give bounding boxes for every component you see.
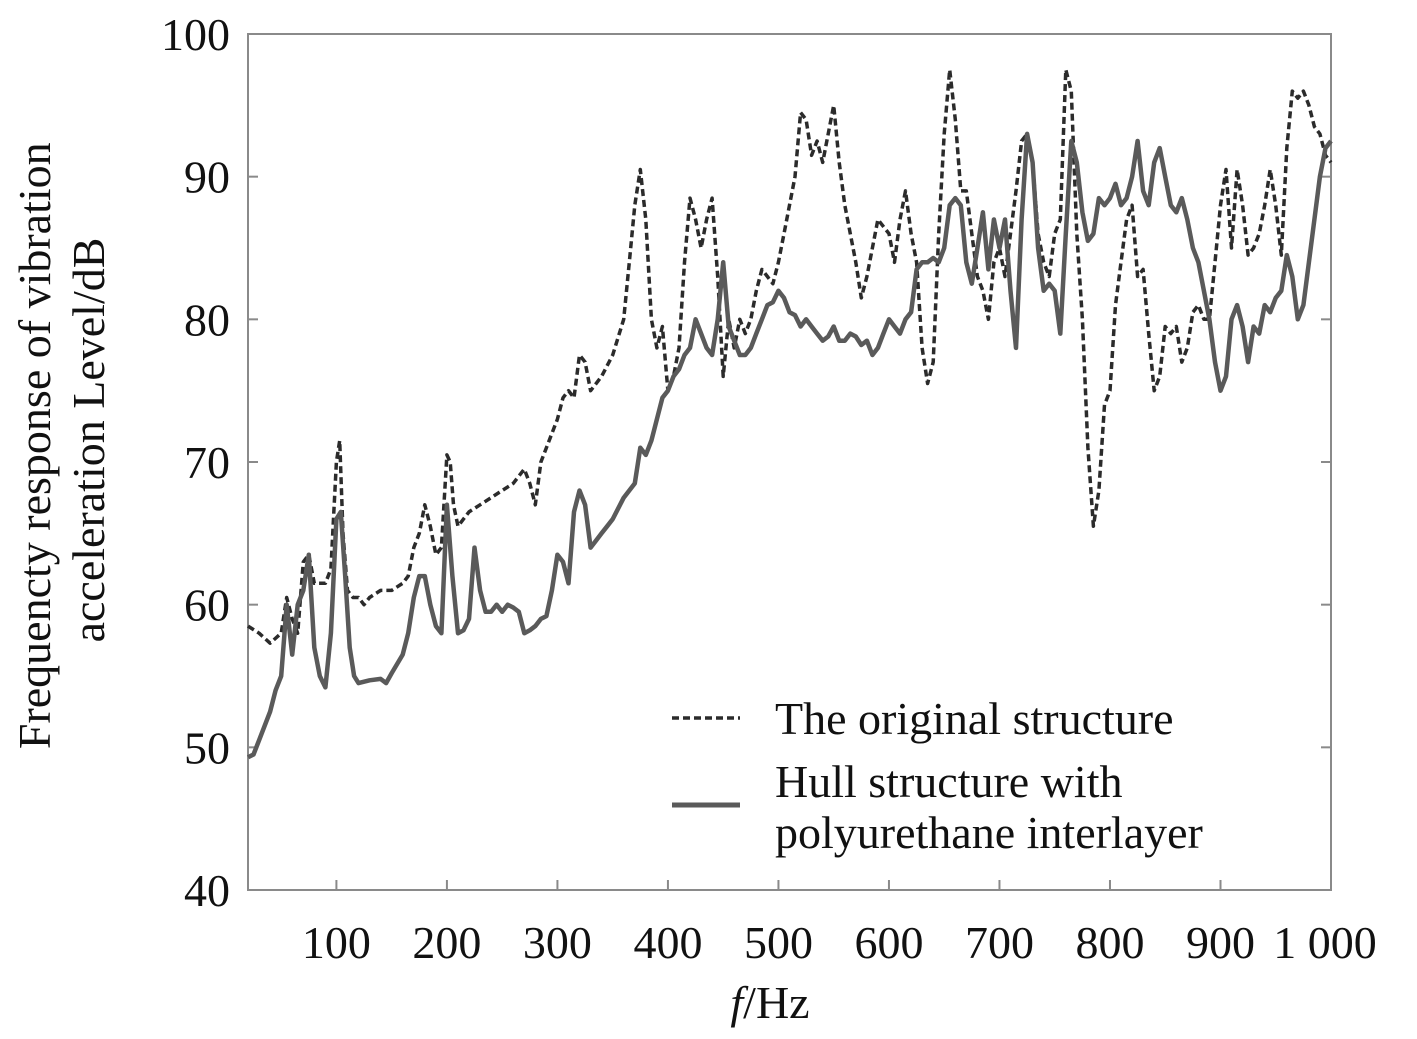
y-tick-label: 80: [184, 294, 230, 345]
x-tick-label: 200: [412, 917, 481, 968]
legend-label-original: The original structure: [775, 693, 1174, 744]
series-line-polyurethane-interlayer: [246, 131, 1333, 760]
x-tick-label: 1 000: [1273, 917, 1377, 968]
x-tick-label: 400: [633, 917, 702, 968]
series-line-original-structure: [247, 67, 1333, 645]
x-tick-label: 300: [523, 917, 592, 968]
legend-label-polyurethane-line-1: Hull structure with: [775, 756, 1123, 807]
y-axis-title-line-1: Frequencty response of vibration: [9, 142, 60, 749]
y-axis-title: Frequencty response of vibration acceler…: [9, 131, 114, 749]
x-axis-title-unit: /Hz: [743, 977, 809, 1028]
x-tick-label: 600: [854, 917, 923, 968]
y-tick-label: 90: [184, 152, 230, 203]
y-axis-ticks: 40 50 60 70 80 90 100: [161, 9, 1331, 916]
y-tick-label: 100: [161, 9, 230, 60]
x-axis-ticks: 100 200 300 400 500 600 700 800 900 1 000: [302, 880, 1377, 968]
series-layer: [246, 67, 1333, 760]
y-tick-label: 70: [184, 437, 230, 488]
x-tick-label: 100: [302, 917, 371, 968]
y-axis-title-line-2: acceleration Level/dB: [63, 238, 114, 643]
x-tick-label: 700: [965, 917, 1034, 968]
legend-label-polyurethane-line-2: polyurethane interlayer: [775, 807, 1203, 858]
x-tick-label: 500: [744, 917, 813, 968]
y-tick-label: 40: [184, 865, 230, 916]
x-tick-label: 800: [1075, 917, 1144, 968]
y-tick-label: 60: [184, 580, 230, 631]
y-tick-label: 50: [184, 722, 230, 773]
x-axis-title: f/Hz: [730, 977, 809, 1028]
x-tick-label: 900: [1186, 917, 1255, 968]
legend: The original structure Hull structure wi…: [672, 693, 1203, 858]
